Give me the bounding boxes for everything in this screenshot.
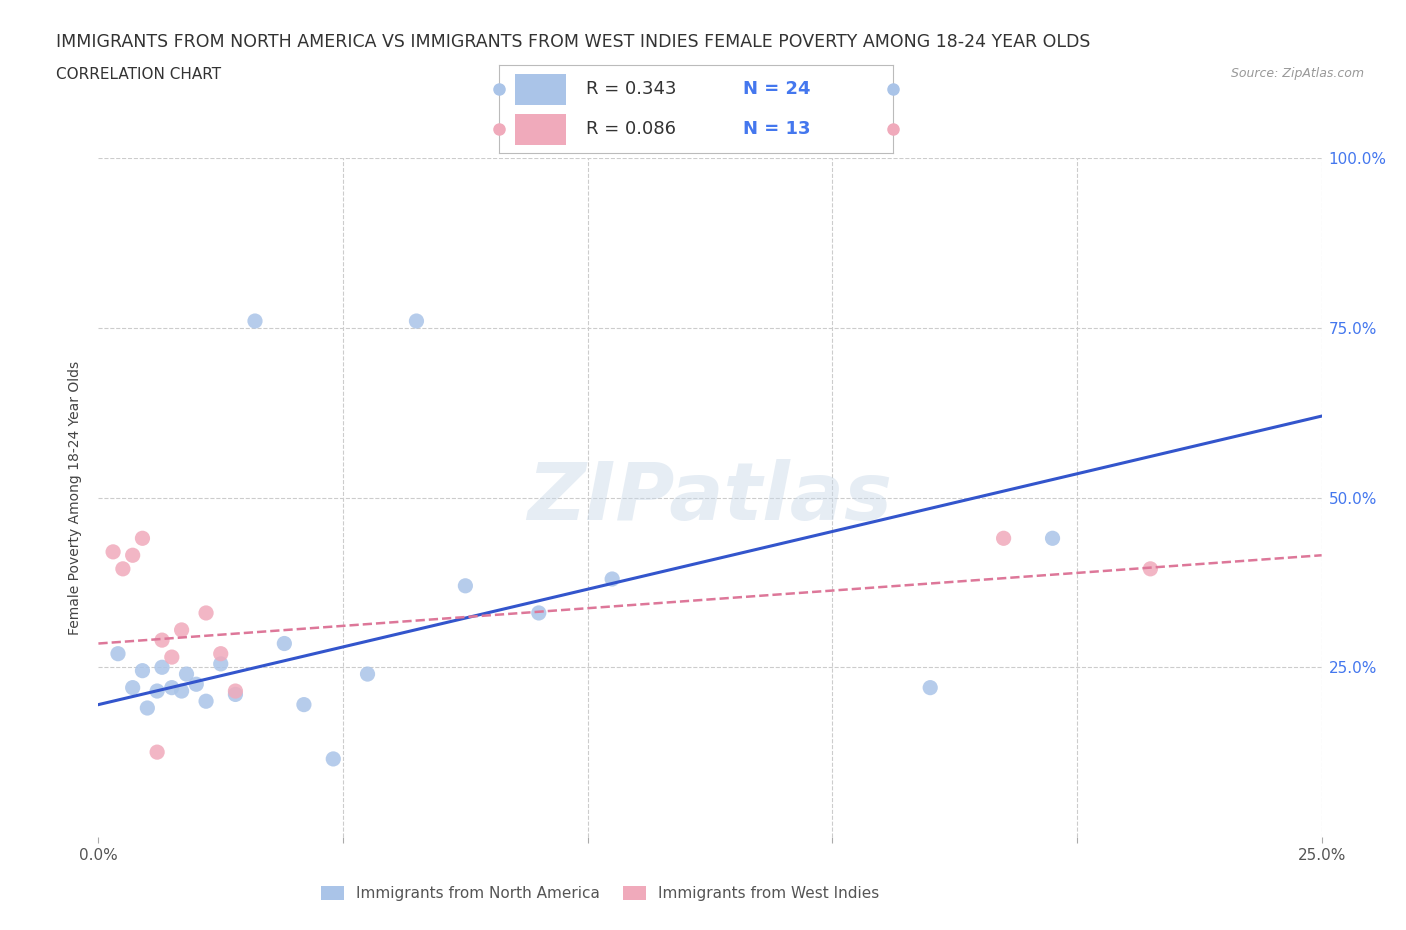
Point — [176, 667, 198, 682]
Text: N = 13: N = 13 — [744, 120, 811, 139]
Point — [150, 632, 173, 647]
Legend: Immigrants from North America, Immigrants from West Indies: Immigrants from North America, Immigrant… — [315, 880, 886, 908]
Point — [209, 657, 232, 671]
Point — [273, 636, 295, 651]
Bar — [515, 113, 567, 145]
Text: Source: ZipAtlas.com: Source: ZipAtlas.com — [1230, 67, 1364, 80]
Text: R = 0.343: R = 0.343 — [586, 80, 676, 99]
Point — [527, 605, 550, 620]
Text: R = 0.086: R = 0.086 — [586, 120, 676, 139]
Point — [131, 531, 153, 546]
Point — [243, 313, 266, 328]
Point — [160, 680, 183, 695]
Point — [131, 663, 153, 678]
Point — [1042, 531, 1064, 546]
Point — [195, 605, 218, 620]
Point — [121, 680, 143, 695]
Point — [170, 622, 193, 637]
Point — [101, 544, 124, 559]
Text: ZIPatlas: ZIPatlas — [527, 458, 893, 537]
Point — [107, 646, 129, 661]
Point — [920, 680, 942, 695]
Point — [993, 531, 1015, 546]
Y-axis label: Female Poverty Among 18-24 Year Olds: Female Poverty Among 18-24 Year Olds — [69, 361, 83, 634]
Point — [146, 684, 169, 698]
Point — [186, 677, 208, 692]
Point — [195, 694, 218, 709]
Point — [170, 684, 193, 698]
Point — [224, 684, 246, 698]
Point — [405, 313, 427, 328]
Point — [160, 650, 183, 665]
Point — [146, 745, 169, 760]
Point — [1139, 562, 1161, 577]
Point — [224, 687, 246, 702]
Text: CORRELATION CHART: CORRELATION CHART — [56, 67, 221, 82]
Point — [600, 572, 623, 587]
Point — [356, 667, 378, 682]
Point — [454, 578, 477, 593]
Text: N = 24: N = 24 — [744, 80, 811, 99]
Text: IMMIGRANTS FROM NORTH AMERICA VS IMMIGRANTS FROM WEST INDIES FEMALE POVERTY AMON: IMMIGRANTS FROM NORTH AMERICA VS IMMIGRA… — [56, 33, 1091, 50]
Bar — [515, 74, 567, 105]
Point — [136, 700, 159, 715]
Point — [322, 751, 344, 766]
Point — [209, 646, 232, 661]
Point — [292, 698, 315, 712]
Point — [121, 548, 143, 563]
Point — [150, 660, 173, 675]
Point — [111, 562, 134, 577]
